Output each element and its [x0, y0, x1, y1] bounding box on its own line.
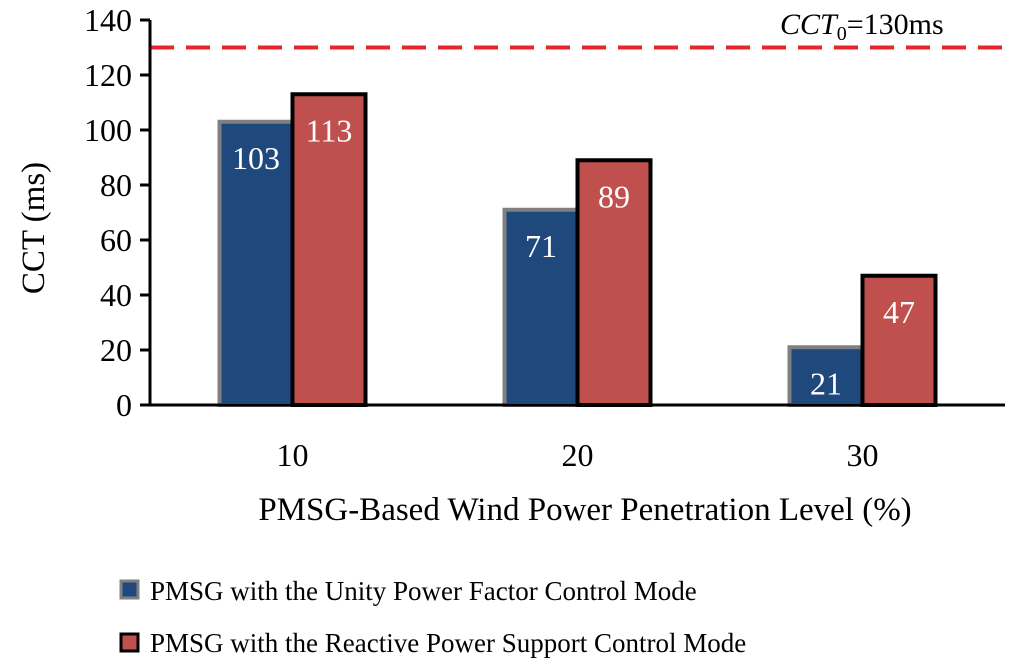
bar-series-0-10: [217, 119, 295, 407]
x-axis-title: PMSG-Based Wind Power Penetration Level …: [258, 492, 911, 528]
y-axis-ticks: 0 20 40 60 80 100 120 140: [84, 2, 150, 423]
y-tick-label: 0: [116, 387, 132, 423]
x-tick-label: 10: [277, 437, 309, 473]
legend-swatch-unity: [119, 579, 140, 600]
y-tick-label: 40: [100, 277, 132, 313]
bar-value-label: 113: [306, 112, 353, 148]
y-tick-label: 80: [100, 167, 132, 203]
bar-value-label: 71: [525, 228, 557, 264]
y-axis-title: CCT (ms): [16, 162, 52, 294]
bar-value-label: 89: [598, 178, 630, 214]
y-tick-label: 20: [100, 332, 132, 368]
bar-series-1-30: [860, 273, 938, 407]
reference-label-value: =130ms: [847, 8, 944, 41]
bar-series-1-10: [290, 92, 368, 407]
y-tick-label: 100: [84, 112, 132, 148]
reference-line-label: CCT0=130ms: [780, 8, 944, 45]
bar-value-label: 21: [810, 365, 842, 401]
x-axis-tick-labels: 10 20 30: [277, 437, 879, 473]
x-tick-label: 20: [562, 437, 594, 473]
legend-label-unity: PMSG with the Unity Power Factor Control…: [150, 576, 697, 606]
y-tick-label: 60: [100, 222, 132, 258]
y-tick-label: 140: [84, 2, 132, 38]
legend-swatch-reactive: [119, 632, 140, 653]
legend: PMSG with the Unity Power Factor Control…: [119, 576, 746, 658]
reference-label-subscript: 0: [837, 23, 847, 45]
bar-value-label: 103: [232, 140, 280, 176]
y-tick-label: 120: [84, 57, 132, 93]
bar-value-label: 47: [883, 294, 915, 330]
reference-label-italic: CCT: [780, 8, 839, 41]
x-tick-label: 30: [847, 437, 879, 473]
legend-label-reactive: PMSG with the Reactive Power Support Con…: [150, 628, 746, 658]
plot-area: 103 71 21 113 89 47: [150, 45, 1005, 407]
